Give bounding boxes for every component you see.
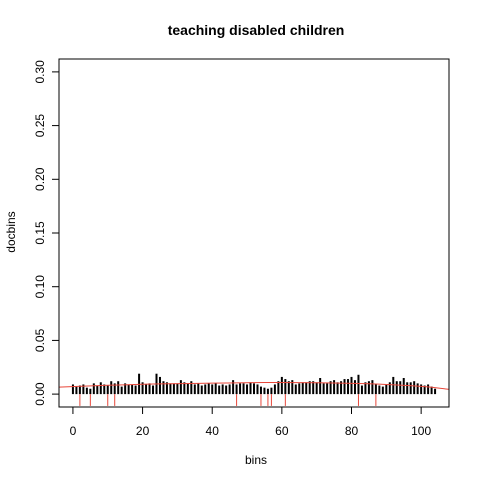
y-tick-label: 0.20 <box>33 167 47 191</box>
y-tick-label: 0.15 <box>33 221 47 245</box>
plot-frame <box>58 58 450 408</box>
chart-title: teaching disabled children <box>168 22 345 38</box>
plot-area <box>58 373 450 406</box>
x-tick-label: 80 <box>345 424 359 438</box>
x-tick-label: 40 <box>206 424 220 438</box>
y-tick-label: 0.10 <box>33 275 47 299</box>
x-tick-label: 0 <box>70 424 77 438</box>
x-tick-label: 20 <box>136 424 150 438</box>
y-tick-label: 0.05 <box>33 328 47 352</box>
y-axis-label: docbins <box>4 211 18 252</box>
x-tick-label: 100 <box>411 424 431 438</box>
axes: 0 20 40 60 80 100 0.00 0.05 0.10 0.15 0.20 0.25 0.30 <box>33 60 431 438</box>
x-axis-label: bins <box>245 453 267 467</box>
density-curve <box>58 381 450 390</box>
y-tick-label: 0.00 <box>33 382 47 406</box>
y-tick-label: 0.30 <box>33 60 47 84</box>
x-tick-label: 60 <box>275 424 289 438</box>
y-tick-label: 0.25 <box>33 114 47 138</box>
